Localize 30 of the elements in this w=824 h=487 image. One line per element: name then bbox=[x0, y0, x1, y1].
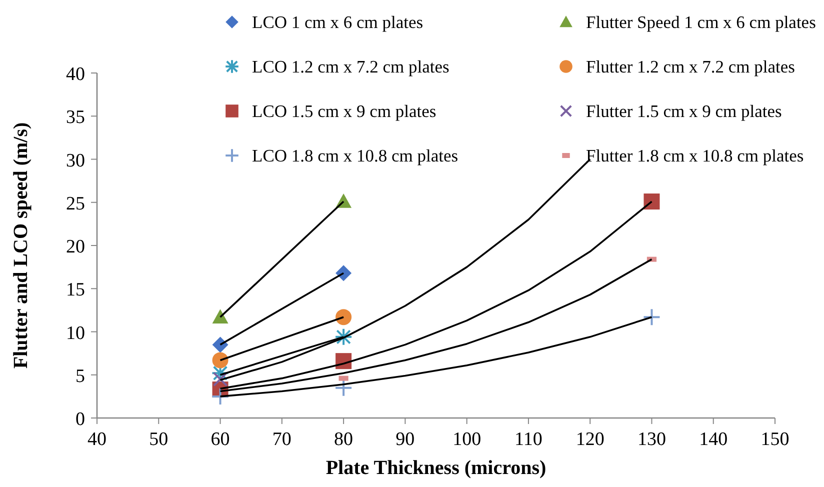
x-tick-label: 110 bbox=[514, 429, 542, 450]
y-tick-label: 5 bbox=[76, 366, 85, 387]
legend-label: Flutter 1.8 cm x 10.8 cm plates bbox=[586, 146, 804, 166]
x-tick-label: 60 bbox=[210, 429, 230, 450]
y-tick-label: 10 bbox=[66, 322, 85, 344]
y-tick-label: 35 bbox=[66, 107, 85, 128]
x-axis-title: Plate Thickness (microns) bbox=[326, 457, 546, 479]
x-tick-label: 150 bbox=[760, 429, 790, 450]
legend-label: Flutter Speed 1 cm x 6 cm plates bbox=[586, 12, 816, 32]
x-tick-label: 140 bbox=[699, 429, 728, 450]
y-axis-title: Flutter and LCO speed (m/s) bbox=[10, 122, 32, 369]
x-tick-label: 130 bbox=[637, 429, 666, 450]
y-tick-label: 0 bbox=[76, 409, 85, 430]
x-tick-label: 90 bbox=[396, 429, 415, 450]
y-tick-label: 15 bbox=[66, 280, 85, 301]
legend-label: LCO 1 cm x 6 cm plates bbox=[252, 12, 424, 32]
legend-label: LCO 1.8 cm x 10.8 cm plates bbox=[252, 146, 458, 166]
x-tick-label: 50 bbox=[149, 429, 168, 450]
y-tick-label: 40 bbox=[66, 64, 85, 85]
x-tick-label: 70 bbox=[272, 429, 292, 450]
x-tick-label: 100 bbox=[452, 429, 482, 450]
legend-label: Flutter 1.2 cm x 7.2 cm plates bbox=[586, 56, 796, 76]
legend-label: LCO 1.2 cm x 7.2 cm plates bbox=[252, 56, 450, 76]
x-tick-label: 120 bbox=[576, 429, 604, 450]
y-tick-label: 20 bbox=[66, 236, 85, 258]
y-tick-label: 25 bbox=[66, 193, 85, 214]
legend-label: LCO 1.5 cm x 9 cm plates bbox=[252, 101, 436, 121]
x-tick-label: 80 bbox=[334, 429, 354, 450]
legend-label: Flutter 1.5 cm x 9 cm plates bbox=[586, 101, 782, 121]
y-tick-label: 30 bbox=[66, 150, 85, 172]
